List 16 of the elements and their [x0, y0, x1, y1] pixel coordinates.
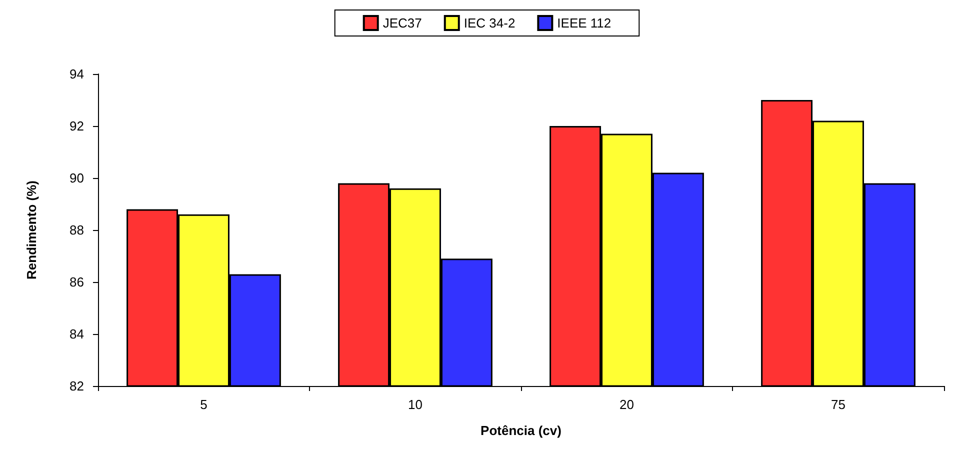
legend-label: IEEE 112	[557, 16, 612, 30]
x-tick-label: 20	[620, 397, 634, 412]
x-axis-title: Potência (cv)	[480, 423, 562, 438]
y-tick-label: 84	[70, 326, 84, 342]
y-axis-title: Rendimento (%)	[24, 180, 39, 280]
x-tick-label: 10	[408, 397, 422, 412]
y-tick-label: 94	[70, 66, 84, 82]
legend-label: IEC 34-2	[464, 16, 516, 30]
y-tick-label: 88	[70, 222, 84, 238]
y-tick-label: 82	[70, 378, 84, 394]
y-tick-label: 92	[70, 118, 84, 134]
legend-label: JEC37	[382, 16, 422, 30]
x-tick-label: 75	[831, 397, 846, 412]
x-tick-label: 5	[200, 397, 208, 412]
y-tick-label: 86	[70, 274, 84, 290]
y-tick-label: 90	[70, 170, 84, 186]
